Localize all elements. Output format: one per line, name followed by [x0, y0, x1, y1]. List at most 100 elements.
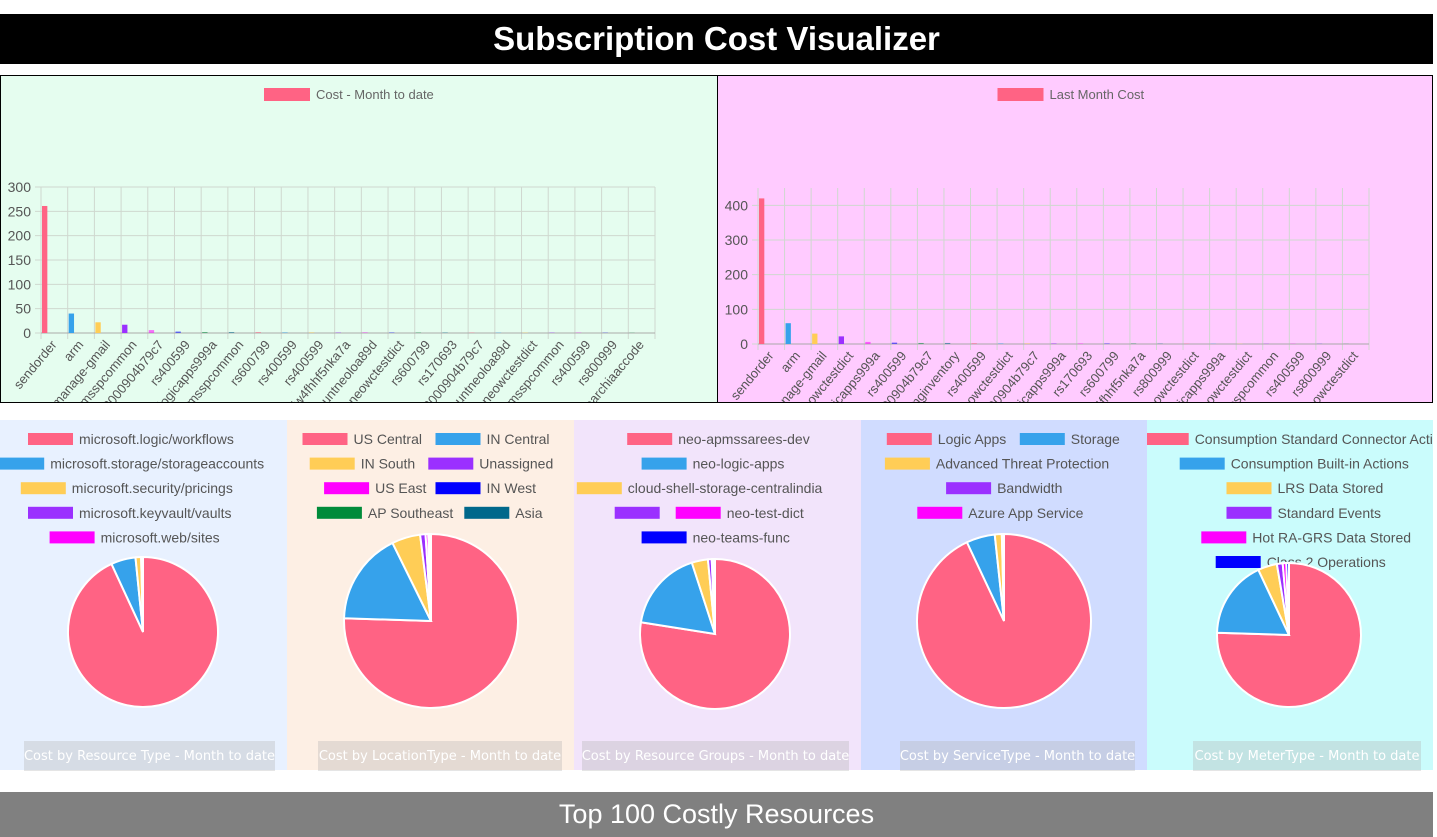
legend-label: AP Southeast — [368, 505, 453, 521]
pie-chart-svg: microsoft.logic/workflows microsoft.stora… — [0, 420, 287, 770]
pie-chart-svg: US Central IN Central IN South Unassigned US… — [287, 420, 574, 770]
pie-slice — [916, 532, 1092, 709]
bar — [785, 323, 791, 344]
y-tick-label: 100 — [8, 276, 32, 292]
bar — [122, 324, 128, 333]
pie-chart-svg: Consumption Standard Connector Actions Co… — [1147, 420, 1433, 770]
y-tick-label: 400 — [725, 197, 749, 213]
legend-label: neo-apmssarees-dev — [678, 431, 810, 447]
legend-swatch — [675, 506, 721, 519]
y-tick-label: 200 — [8, 228, 32, 244]
pie-slice — [1216, 568, 1291, 637]
bar — [148, 330, 155, 333]
bar — [944, 342, 951, 344]
legend-swatch — [20, 482, 66, 495]
legend-swatch — [884, 457, 930, 470]
legend-swatch — [1179, 457, 1225, 470]
legend-label: microsoft.web/sites — [101, 529, 220, 545]
legend-label: Unassigned — [479, 456, 553, 472]
y-tick-label: 300 — [725, 232, 749, 248]
y-tick-label: 0 — [740, 336, 748, 352]
legend-label: Azure App Service — [968, 505, 1083, 521]
legend-swatch — [641, 531, 687, 544]
legend-label: microsoft.logic/workflows — [79, 431, 234, 447]
legend-swatch — [997, 88, 1044, 101]
pie-slice — [712, 557, 716, 635]
bar — [759, 198, 765, 344]
bar — [95, 322, 101, 333]
pie-slice — [141, 555, 144, 633]
legend-label: Advanced Threat Protection — [936, 456, 1109, 472]
legend-swatch — [917, 506, 963, 519]
legend-label: Hot RA-GRS Data Stored — [1252, 529, 1411, 545]
legend-label: US East — [375, 480, 426, 496]
pie-slice — [1285, 561, 1290, 636]
legend-label: microsoft.storage/storageaccounts — [50, 456, 264, 472]
pie-caption-resource-groups: Cost by Resource Groups - Month to date — [582, 741, 849, 771]
legend-swatch — [309, 457, 355, 470]
pie-chart-resource-type: microsoft.logic/workflows microsoft.stora… — [0, 420, 287, 770]
y-tick-label: 200 — [725, 267, 749, 283]
pie-chart-svg: Logic Apps Storage Advanced Threat Protect… — [861, 420, 1147, 770]
legend-label: US Central — [354, 431, 422, 447]
bar — [68, 313, 75, 333]
pie-chart-meter-type: Consumption Standard Connector Actions Co… — [1147, 420, 1433, 770]
legend-swatch — [49, 531, 95, 544]
bar — [228, 332, 235, 333]
legend-swatch — [614, 506, 660, 519]
bar — [255, 332, 261, 333]
legend-label: Standard Events — [1278, 505, 1382, 521]
legend-swatch — [946, 482, 992, 495]
legend-swatch — [1147, 433, 1189, 445]
legend-label: IN Central — [487, 431, 550, 447]
y-tick-label: 150 — [8, 252, 32, 268]
bar — [335, 332, 341, 333]
pie-slice — [1002, 532, 1005, 622]
bar — [282, 332, 288, 333]
legend-swatch — [1201, 531, 1247, 544]
pie-slice — [429, 532, 432, 622]
bar — [918, 342, 924, 344]
legend-label: microsoft.keyvault/vaults — [79, 505, 232, 521]
y-tick-label: 100 — [725, 301, 749, 317]
bar — [891, 342, 898, 344]
top-costly-resources-heading[interactable]: Top 100 Costly Resources — [0, 792, 1433, 837]
legend-swatch — [302, 433, 348, 445]
legend-swatch — [627, 433, 673, 445]
legend-swatch — [576, 482, 622, 495]
y-tick-label: 250 — [8, 203, 32, 219]
legend-label: Consumption Built-in Actions — [1231, 456, 1409, 472]
bar — [998, 343, 1004, 344]
legend-swatch — [316, 506, 362, 519]
legend-swatch — [1226, 506, 1272, 519]
legend-swatch — [1019, 433, 1065, 445]
legend-swatch — [264, 88, 310, 101]
y-tick-label: 0 — [23, 325, 31, 341]
pie-chart-location-type: US Central IN Central IN South Unassigned US… — [287, 420, 574, 770]
bar — [42, 205, 48, 333]
legend-swatch — [435, 482, 481, 495]
bar — [202, 332, 208, 333]
legend-swatch — [0, 457, 45, 470]
bar — [1051, 343, 1057, 344]
legend-label: Consumption Standard Connector Actions — [1195, 431, 1433, 447]
pie-chart-service-type: Logic Apps Storage Advanced Threat Protect… — [861, 420, 1147, 770]
legend-swatch — [1215, 556, 1261, 568]
legend-swatch — [1226, 482, 1272, 495]
bar — [838, 336, 845, 344]
bar — [865, 341, 871, 344]
legend-label: IN West — [487, 480, 537, 496]
legend-label: microsoft.security/pricings — [72, 480, 233, 496]
bar — [308, 332, 315, 333]
legend-label: Bandwidth — [997, 480, 1062, 496]
legend-swatch — [324, 482, 370, 495]
pie-caption-meter-type: Cost by MeterType - Month to date — [1193, 741, 1421, 771]
legend-label: neo-teams-func — [693, 529, 790, 545]
pie-chart-svg: neo-apmssarees-dev neo-logic-apps cloud-sh… — [574, 420, 861, 770]
bar-chart-last-month: Last Month Cost 0 100 200 300 400 sendorder arm… — [717, 75, 1433, 403]
legend-swatch — [435, 433, 481, 445]
bar — [812, 333, 818, 344]
pie-chart-resource-groups: neo-apmssarees-dev neo-logic-apps cloud-sh… — [574, 420, 861, 770]
legend-swatch — [464, 506, 510, 519]
bar — [1077, 343, 1084, 344]
